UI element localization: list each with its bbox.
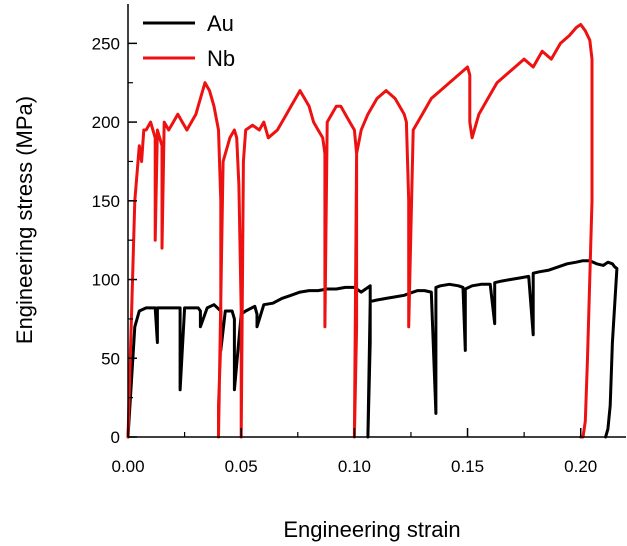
series-layer (126, 23, 619, 439)
y-tick-label: 200 (92, 113, 120, 132)
x-axis-title: Engineering strain (283, 517, 460, 542)
y-tick-label: 250 (92, 34, 120, 53)
legend-label-au: Au (207, 11, 234, 36)
series-line-nb (126, 23, 594, 439)
x-tick-label: 0.10 (338, 457, 371, 476)
axes-layer: 0 50 100 150 200 250 0.00 0.05 0.10 0.15 0.20 (92, 4, 626, 476)
y-tick-label: 0 (111, 428, 120, 447)
x-tick-label: 0.00 (111, 457, 144, 476)
y-tick-label: 150 (92, 192, 120, 211)
legend: Au Nb (143, 11, 235, 71)
y-tick-label: 50 (101, 349, 120, 368)
x-tick-label: 0.05 (225, 457, 258, 476)
y-tick-label: 100 (92, 271, 120, 290)
y-axis-title: Engineering stress (MPa) (12, 96, 37, 344)
x-tick-label: 0.20 (564, 457, 597, 476)
x-tick-label: 0.15 (451, 457, 484, 476)
legend-label-nb: Nb (207, 46, 235, 71)
series-line-au (126, 259, 619, 439)
